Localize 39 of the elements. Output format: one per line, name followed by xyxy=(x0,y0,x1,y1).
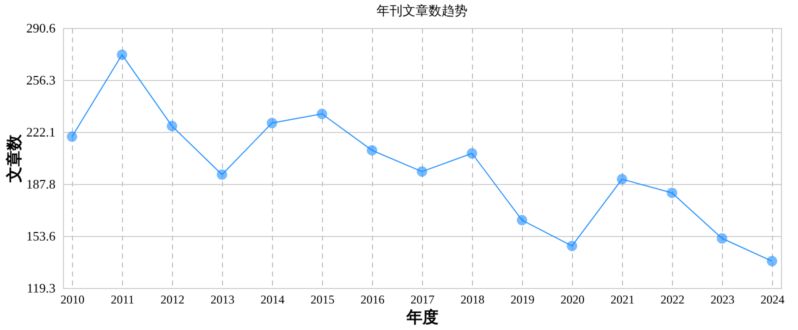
point xyxy=(116,49,128,60)
x-tick-label: 2010 xyxy=(60,292,84,306)
point xyxy=(616,174,628,184)
point xyxy=(416,166,428,177)
y-tick-label: 256.3 xyxy=(26,72,56,88)
point xyxy=(266,118,278,128)
y-tick-label: 153.6 xyxy=(26,228,56,244)
x-tick-label: 2020 xyxy=(560,292,584,306)
x-tick-label: 2014 xyxy=(260,292,284,306)
x-tick-label: 2018 xyxy=(460,292,484,306)
x-tick-label: 2012 xyxy=(160,292,184,306)
x-tick-label: 2016 xyxy=(360,292,384,306)
point xyxy=(666,188,678,198)
x-tick-label: 2021 xyxy=(610,292,634,306)
x-tick-label: 2024 xyxy=(760,292,784,306)
point xyxy=(466,148,478,159)
x-tick-label: 2022 xyxy=(660,292,684,306)
point xyxy=(516,214,528,226)
y-tick-label: 290.6 xyxy=(26,20,56,36)
y-tick-label: 187.8 xyxy=(26,176,56,192)
x-tick-label: 2017 xyxy=(410,292,434,306)
point xyxy=(716,233,728,244)
x-tick-label: 2023 xyxy=(710,292,734,306)
point xyxy=(66,131,78,142)
point xyxy=(566,240,578,252)
point xyxy=(366,145,378,156)
y-axis-title: 文章数 xyxy=(5,134,24,184)
x-tick-label: 2013 xyxy=(210,292,234,306)
y-tick-label: 222.1 xyxy=(26,124,56,140)
chart-title: 年刊文章数趋势 xyxy=(376,3,468,18)
point xyxy=(316,108,328,120)
point xyxy=(766,256,778,266)
x-tick-label: 2011 xyxy=(110,292,134,306)
x-tick-label: 2019 xyxy=(510,292,534,306)
point xyxy=(216,169,228,180)
point xyxy=(166,120,178,132)
x-axis-title: 年度 xyxy=(406,308,438,326)
y-tick-label: 119.3 xyxy=(26,280,56,296)
x-tick-label: 2015 xyxy=(310,292,334,306)
